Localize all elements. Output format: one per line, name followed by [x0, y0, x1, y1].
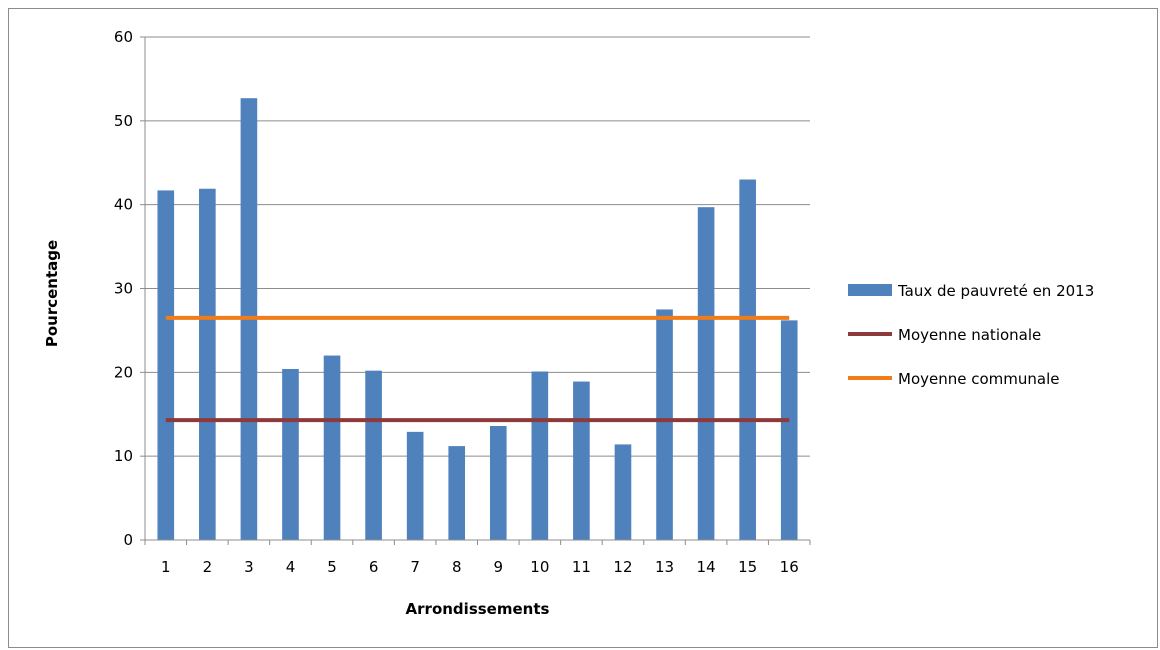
legend: Taux de pauvreté en 2013 Moyenne national…	[848, 282, 1094, 388]
bar	[531, 371, 549, 540]
x-tick-label: 4	[286, 558, 296, 576]
x-tick-label: 16	[780, 558, 799, 576]
y-tick-label: 0	[123, 531, 133, 549]
x-tick-label: 5	[327, 558, 337, 576]
x-tick-label: 3	[244, 558, 254, 576]
bar	[614, 444, 632, 540]
bar	[697, 207, 715, 540]
bar	[406, 431, 424, 540]
x-tick-label: 13	[655, 558, 674, 576]
x-tick-label: 8	[452, 558, 462, 576]
bar	[365, 370, 382, 540]
bar	[323, 355, 341, 540]
legend-swatch	[848, 284, 892, 296]
y-tick-label: 60	[114, 28, 133, 46]
x-tick-label: 7	[410, 558, 420, 576]
x-tick-label: 12	[613, 558, 632, 576]
x-tick-label: 1	[161, 558, 171, 576]
x-tick-label: 14	[697, 558, 716, 576]
y-axis-title: Pourcentage	[43, 240, 61, 347]
bar	[656, 309, 673, 540]
x-tick-label: 15	[738, 558, 757, 576]
bar	[573, 381, 590, 540]
x-tick-label: 9	[494, 558, 504, 576]
bar	[199, 188, 216, 540]
y-tick-label: 40	[114, 196, 133, 214]
axes	[144, 37, 811, 545]
x-tick-labels: 1 2 3 4 5 6 7 8 9 10 11 12 13 14 15 16	[161, 558, 799, 576]
x-tick-label: 10	[530, 558, 549, 576]
legend-label: Taux de pauvreté en 2013	[897, 282, 1094, 300]
legend-label: Moyenne nationale	[898, 326, 1041, 344]
y-tick-label: 50	[114, 112, 133, 130]
average-lines	[165, 315, 790, 423]
x-tick-label: 11	[572, 558, 591, 576]
x-tick-label: 2	[203, 558, 213, 576]
y-tick-label: 10	[114, 447, 133, 465]
bar	[780, 320, 798, 540]
y-tick-label: 20	[114, 363, 133, 381]
x-tick-label: 6	[369, 558, 379, 576]
bar	[489, 425, 507, 540]
bar	[157, 190, 175, 541]
bar	[282, 368, 299, 540]
y-tick-labels: 0 10 20 30 40 50 60	[114, 28, 133, 549]
bars	[157, 98, 798, 541]
y-tick-label: 30	[114, 280, 133, 298]
bar	[739, 179, 756, 540]
bar	[448, 446, 466, 540]
legend-label: Moyenne communale	[898, 370, 1059, 388]
x-axis-title: Arrondissements	[406, 600, 550, 618]
